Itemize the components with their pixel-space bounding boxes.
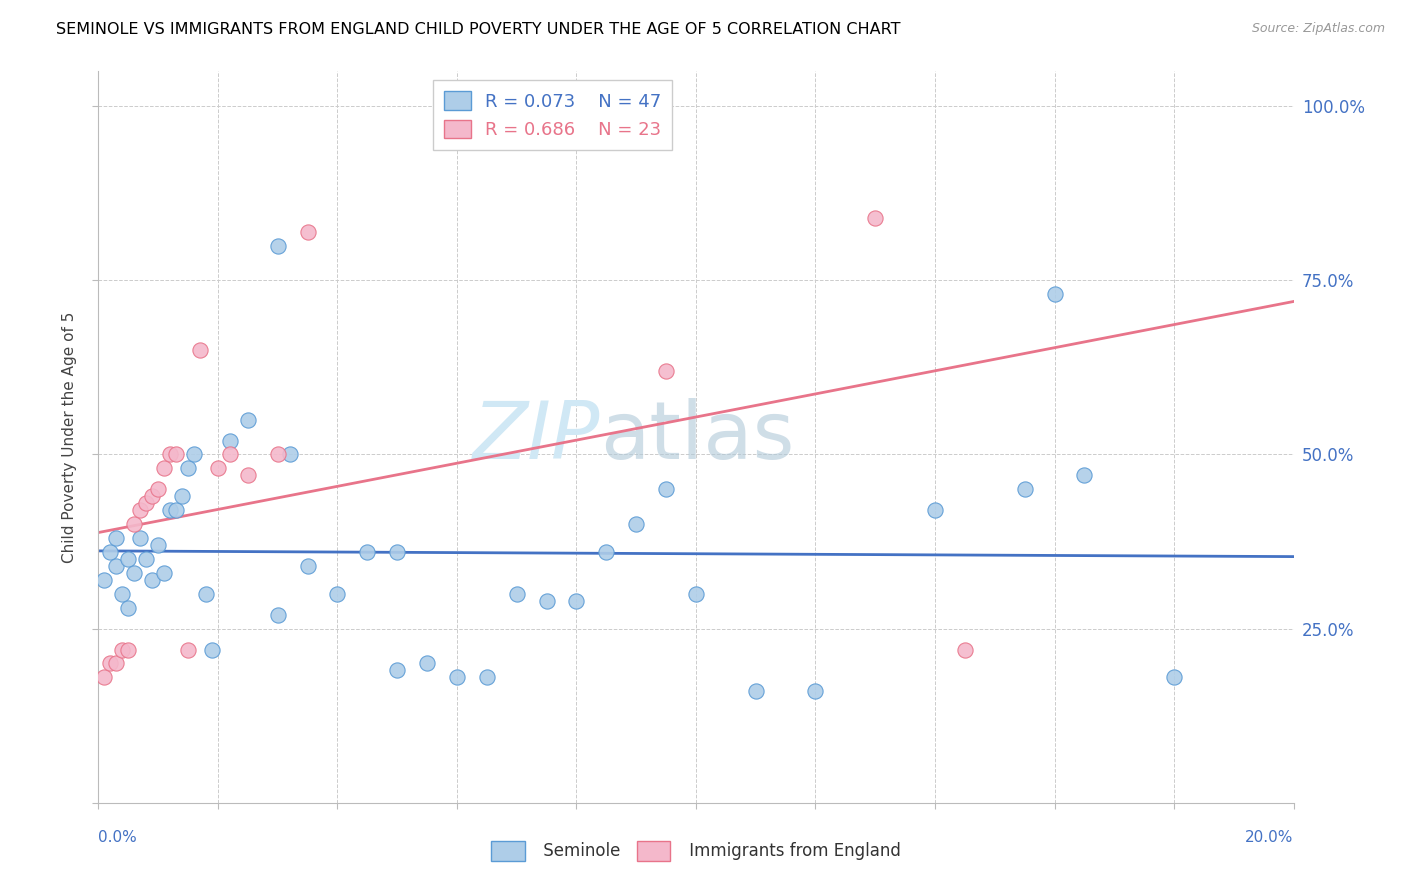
Point xyxy=(111,642,134,657)
Point xyxy=(745,684,768,698)
Point xyxy=(595,545,617,559)
Point xyxy=(278,448,301,462)
Point xyxy=(446,670,468,684)
Point xyxy=(195,587,218,601)
Point xyxy=(153,566,176,580)
Point xyxy=(326,587,349,601)
Point xyxy=(416,657,439,671)
Point xyxy=(655,483,678,497)
Text: SEMINOLE VS IMMIGRANTS FROM ENGLAND CHILD POVERTY UNDER THE AGE OF 5 CORRELATION: SEMINOLE VS IMMIGRANTS FROM ENGLAND CHIL… xyxy=(56,22,901,37)
Point xyxy=(297,558,319,573)
Point xyxy=(183,448,205,462)
Point xyxy=(201,642,224,657)
Point xyxy=(105,657,128,671)
Point xyxy=(804,684,827,698)
Point xyxy=(565,594,588,608)
Text: atlas: atlas xyxy=(600,398,794,476)
Point xyxy=(148,538,170,552)
Point xyxy=(159,448,181,462)
Point xyxy=(356,545,378,559)
Point xyxy=(141,573,163,587)
Point xyxy=(1043,287,1066,301)
Point xyxy=(165,448,187,462)
Point xyxy=(267,448,290,462)
Point xyxy=(219,448,242,462)
Point xyxy=(165,503,187,517)
Point xyxy=(626,517,648,532)
Point xyxy=(124,566,146,580)
Point xyxy=(105,558,128,573)
Point xyxy=(236,468,259,483)
Point xyxy=(536,594,558,608)
Text: Source: ZipAtlas.com: Source: ZipAtlas.com xyxy=(1251,22,1385,36)
Point xyxy=(117,552,139,566)
Point xyxy=(1014,483,1036,497)
Text: 20.0%: 20.0% xyxy=(1246,830,1294,845)
Point xyxy=(297,225,319,239)
Point xyxy=(124,517,146,532)
Point xyxy=(172,489,194,503)
Point xyxy=(1163,670,1185,684)
Point xyxy=(1073,468,1095,483)
Point xyxy=(159,503,181,517)
Point xyxy=(924,503,946,517)
Point xyxy=(475,670,498,684)
Point xyxy=(188,343,211,357)
Point xyxy=(385,664,409,678)
Point xyxy=(236,412,259,426)
Point xyxy=(506,587,529,601)
Point xyxy=(685,587,707,601)
Point xyxy=(111,587,134,601)
Point xyxy=(148,483,170,497)
Text: 0.0%: 0.0% xyxy=(98,830,138,845)
Point xyxy=(219,434,242,448)
Text: ZIP: ZIP xyxy=(472,398,600,476)
Y-axis label: Child Poverty Under the Age of 5: Child Poverty Under the Age of 5 xyxy=(62,311,77,563)
Point xyxy=(177,461,200,475)
Point xyxy=(177,642,200,657)
Point xyxy=(135,552,157,566)
Point xyxy=(267,607,290,622)
Point xyxy=(385,545,409,559)
Point xyxy=(129,531,152,545)
Point xyxy=(93,573,115,587)
Point xyxy=(865,211,887,225)
Point xyxy=(135,496,157,510)
Point xyxy=(93,670,115,684)
Point xyxy=(267,238,290,252)
Point xyxy=(153,461,176,475)
Legend:  Seminole,  Immigrants from England: Seminole, Immigrants from England xyxy=(485,834,907,868)
Point xyxy=(655,364,678,378)
Point xyxy=(117,642,139,657)
Point xyxy=(117,600,139,615)
Point xyxy=(129,503,152,517)
Point xyxy=(141,489,163,503)
Point xyxy=(98,657,122,671)
Point xyxy=(207,461,229,475)
Point xyxy=(953,642,976,657)
Point xyxy=(105,531,128,545)
Point xyxy=(98,545,122,559)
